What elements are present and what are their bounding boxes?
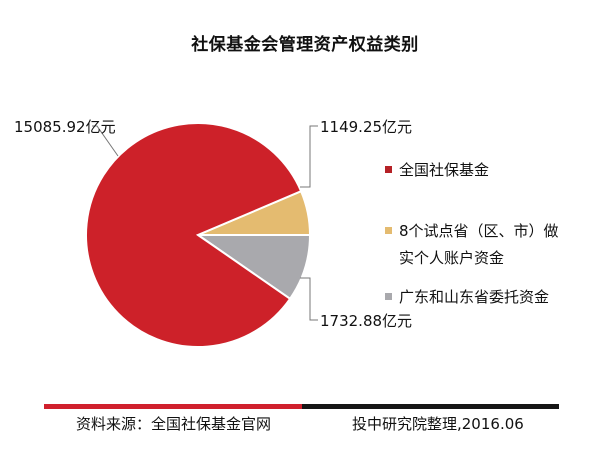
slice-value-label: 15085.92亿元 (14, 118, 116, 136)
chart-title: 社保基金会管理资产权益类别 (191, 35, 419, 55)
pie-slices (85, 122, 312, 348)
slice-value-label: 1149.25亿元 (320, 118, 412, 136)
compiled-by-note: 投中研究院整理,2016.06 (352, 415, 524, 433)
legend-swatch (385, 166, 392, 173)
leader-lines (92, 125, 318, 321)
slice-labels: 15085.92亿元 1149.25亿元 1732.88亿元 (14, 118, 412, 330)
legend-item: 广东和山东省委托资金 (385, 288, 549, 306)
footer-divider-red (44, 404, 302, 409)
legend-label: 8个试点省（区、市）做 (399, 222, 559, 240)
footer-divider-black (302, 404, 559, 409)
source-note: 资料来源：全国社保基金官网 (76, 415, 272, 433)
legend-label: 实个人账户资金 (399, 249, 504, 267)
leader-line (300, 125, 318, 188)
leader-line (92, 125, 119, 157)
leader-line (300, 277, 318, 321)
slice-value-label: 1732.88亿元 (320, 312, 412, 330)
legend-item: 全国社保基金 (385, 161, 489, 179)
legend-label: 广东和山东省委托资金 (399, 288, 549, 306)
pie-slice (85, 122, 303, 348)
legend-label: 全国社保基金 (399, 161, 489, 179)
legend-swatch (385, 293, 392, 300)
legend-swatch (385, 227, 392, 234)
